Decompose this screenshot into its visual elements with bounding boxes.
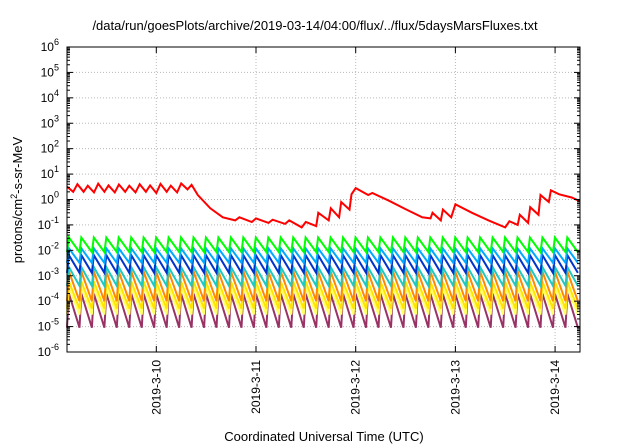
y-tick-label: 10-4 (38, 291, 59, 308)
y-tick-label: 10-1 (38, 215, 59, 232)
y-tick-label-exp: 2 (54, 139, 59, 149)
series-line (66, 245, 579, 266)
y-tick-label-base: 10 (38, 345, 52, 359)
chart-title: /data/run/goesPlots/archive/2019-03-14/0… (92, 18, 538, 33)
y-tick-label-exp: -4 (51, 291, 59, 301)
y-tick-label-base: 10 (41, 65, 55, 79)
ticks (67, 46, 580, 353)
y-tick-label: 10-6 (38, 342, 59, 359)
y-tick-label: 100 (41, 190, 59, 207)
y-tick-label-exp: -5 (51, 317, 59, 327)
y-tick-label: 105 (41, 62, 59, 79)
y-tick-label-exp: 0 (54, 190, 59, 200)
y-tick-label-exp: -6 (51, 342, 59, 352)
y-tick-label: 10-3 (38, 266, 59, 283)
y-tick-label: 106 (41, 37, 59, 54)
y-tick-label-base: 10 (41, 167, 55, 181)
y-tick-label-exp: 4 (54, 88, 59, 98)
x-axis-label: Coordinated Universal Time (UTC) (224, 429, 423, 444)
y-axis-label-rest: -s-sr-MeV (10, 136, 25, 193)
x-tick-label: 2019-3-14 (548, 360, 562, 415)
y-tick-label-exp: 1 (54, 164, 59, 174)
series-line (66, 234, 579, 255)
y-tick-label: 101 (41, 164, 59, 181)
y-tick-label-base: 10 (38, 294, 52, 308)
y-tick-label: 10-5 (38, 317, 59, 334)
y-tick-label: 104 (41, 88, 59, 105)
x-tick-label: 2019-3-13 (448, 360, 462, 415)
data-lines (66, 181, 581, 328)
y-tick-label-exp: 6 (54, 37, 59, 47)
y-tick-label-exp: 5 (54, 62, 59, 72)
y-tick-label-base: 10 (38, 218, 52, 232)
series-line (66, 181, 581, 229)
y-tick-label-exp: -1 (51, 215, 59, 225)
y-tick-label-exp: -2 (51, 240, 59, 250)
y-tick-label-base: 10 (38, 320, 52, 334)
y-tick-label-base: 10 (38, 243, 52, 257)
y-tick-label-exp: -3 (51, 266, 59, 276)
y-tick-label-base: 10 (41, 193, 55, 207)
x-tick-label: 2019-3-11 (249, 360, 263, 414)
y-tick-label-base: 10 (41, 116, 55, 130)
x-tick-label: 2019-3-12 (349, 360, 363, 415)
y-tick-label-base: 10 (41, 142, 55, 156)
y-axis-label-sup: 2 (9, 194, 19, 199)
y-tick-label-base: 10 (41, 91, 55, 105)
y-tick-labels: 10-610-510-410-310-210-11001011021031041… (38, 37, 59, 359)
y-tick-label-exp: 3 (54, 113, 59, 123)
y-tick-label: 102 (41, 139, 59, 156)
y-tick-label: 103 (41, 113, 59, 130)
y-axis-label: protons/cm2-s-sr-MeV (9, 136, 25, 263)
y-axis-label-base: protons/cm (10, 199, 25, 263)
y-tick-label-base: 10 (38, 269, 52, 283)
y-tick-label: 10-2 (38, 240, 59, 257)
x-tick-labels: 2019-3-10 2019-3-11 2019-3-12 2019-3-13 2019… (149, 360, 562, 415)
y-tick-label-base: 10 (41, 40, 55, 54)
x-tick-label: 2019-3-10 (149, 360, 163, 415)
series-line (66, 263, 579, 290)
